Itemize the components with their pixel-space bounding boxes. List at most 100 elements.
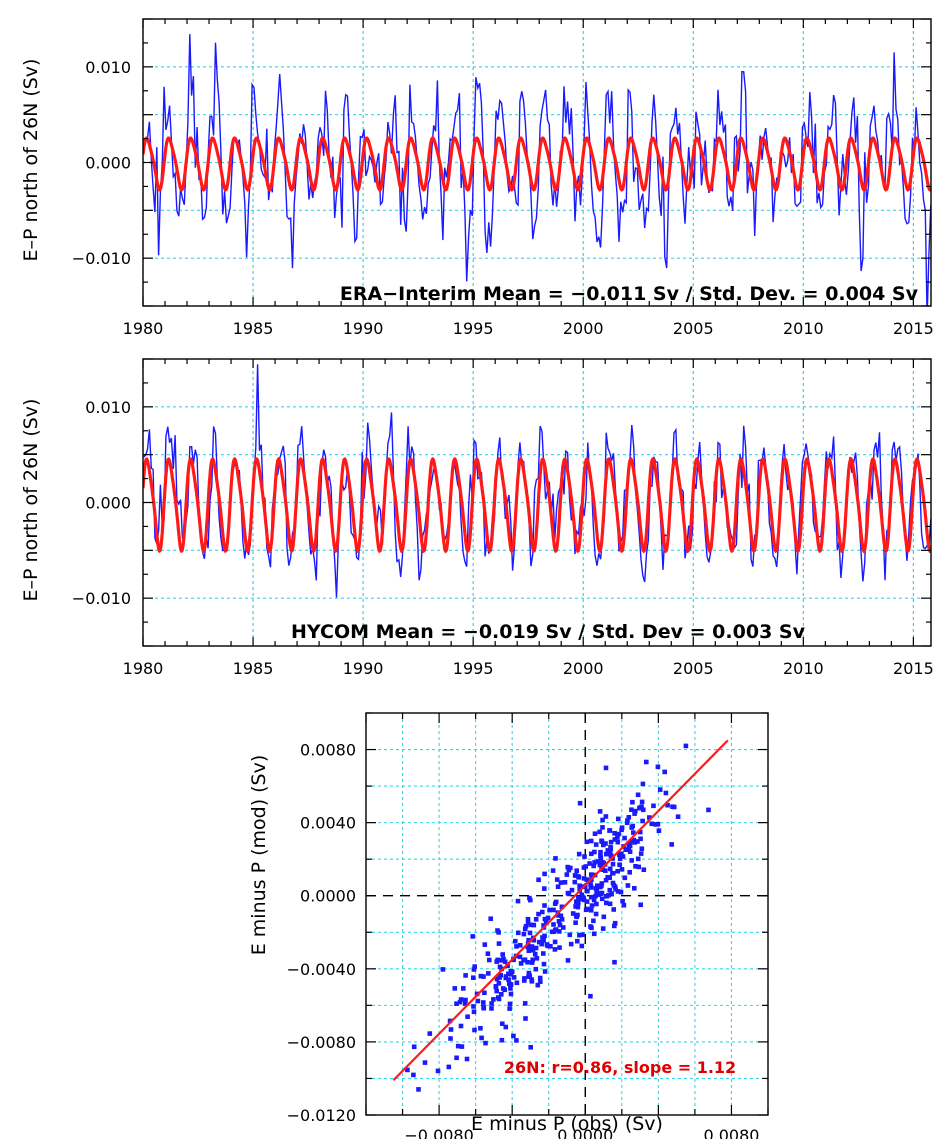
scatter-point (589, 894, 594, 900)
scatter-point (610, 870, 616, 876)
scatter-point (589, 851, 594, 857)
scatter-point (631, 830, 636, 835)
scatter-point (607, 887, 613, 893)
scatter-point (499, 1037, 505, 1043)
scatter-point (503, 1024, 509, 1030)
y-tick-label: 0.000 (85, 154, 131, 173)
scatter-point (489, 1006, 494, 1011)
scatter-point (578, 896, 583, 902)
scatter-point (471, 1004, 476, 1009)
scatter-point (599, 890, 605, 896)
scatter-point (600, 926, 606, 931)
scatter-point (496, 941, 502, 946)
scatter-point (536, 939, 542, 945)
scatter-point (606, 893, 611, 898)
scatter-point (603, 877, 609, 883)
scatter-point (627, 843, 633, 849)
scatter-point (500, 952, 505, 957)
scatter-point (494, 959, 499, 964)
scatter-point (635, 839, 640, 844)
scatter-point (471, 1009, 477, 1015)
scatter-point (500, 986, 506, 991)
x-tick-label: 2010 (783, 659, 824, 678)
scatter-point (569, 887, 575, 893)
scatter-point (575, 938, 580, 944)
scatter-point (507, 981, 512, 986)
scatter-point (525, 920, 531, 926)
scatter-point (529, 960, 535, 965)
scatter-point (626, 815, 632, 820)
panel3-frame (365, 712, 769, 1116)
scatter-point (594, 889, 600, 894)
panel3-ylabel: E minus P (mod) (Sv) (248, 755, 270, 956)
scatter-point (567, 932, 573, 938)
scatter-point (552, 939, 558, 945)
scatter-point (617, 862, 622, 867)
scatter-point (523, 923, 529, 929)
scatter-point (592, 831, 598, 836)
scatter-point (527, 930, 533, 936)
scatter-point (588, 908, 594, 913)
scatter-point (448, 1036, 453, 1041)
scatter-point (495, 928, 500, 933)
scatter-point (494, 976, 500, 982)
x-tick-label: 1990 (343, 659, 384, 678)
scatter-point (607, 866, 613, 872)
scatter-point (542, 969, 548, 974)
scatter-point (551, 922, 556, 927)
scatter-point (523, 1016, 528, 1021)
scatter-point (422, 1060, 428, 1065)
scatter-point (486, 971, 491, 976)
scatter-point (598, 849, 603, 855)
scatter-point (616, 831, 621, 837)
scatter-point (541, 923, 546, 928)
scatter-point (538, 979, 543, 984)
x-tick-label: 1990 (343, 319, 384, 338)
x-tick-label: 0.0000 (557, 1126, 613, 1139)
scatter-point (633, 864, 638, 869)
scatter-point (458, 1023, 464, 1029)
panel2-ticks: 1980 1985 1990 1995 2000 2005 2010 2015 0.010 0.0… (72, 358, 934, 678)
scatter-point (657, 787, 663, 792)
scatter-point (471, 967, 477, 972)
scatter-point (588, 838, 594, 844)
scatter-point (528, 897, 533, 903)
scatter-point (608, 846, 614, 851)
scatter-point (635, 792, 641, 798)
scatter-point (584, 839, 590, 845)
scatter-point (405, 1067, 410, 1073)
scatter-point (598, 853, 603, 859)
scatter-point (576, 895, 581, 901)
x-tick-label: 1980 (123, 659, 164, 678)
series-line-climatology (143, 456, 931, 554)
scatter-point (548, 944, 553, 949)
scatter-point (540, 909, 545, 915)
x-tick-label: 1985 (233, 319, 274, 338)
regression-line (392, 739, 729, 1082)
scatter-point (582, 854, 587, 859)
scatter-point (615, 835, 620, 840)
scatter-point (629, 858, 634, 863)
scatter-point (452, 986, 458, 991)
y-tick-label: 0.010 (85, 58, 131, 77)
scatter-point (584, 899, 590, 904)
series-line-climatology (143, 136, 931, 192)
scatter-point (579, 943, 585, 949)
scatter-point (649, 821, 655, 827)
scatter-point (533, 945, 539, 951)
scatter-point (653, 822, 658, 827)
scatter-point (487, 957, 492, 963)
scatter-point (585, 888, 590, 894)
scatter-point (555, 884, 561, 889)
y-tick-label: −0.010 (72, 249, 131, 268)
scatter-point (526, 937, 531, 943)
scatter-point (671, 804, 677, 810)
scatter-point (530, 957, 535, 963)
scatter-point (518, 943, 523, 948)
scatter-point (537, 975, 543, 981)
scatter-point (589, 903, 595, 908)
scatter-point (576, 875, 582, 880)
scatter-point (619, 827, 624, 833)
scatter-point (612, 959, 617, 965)
scatter-point (589, 872, 594, 877)
